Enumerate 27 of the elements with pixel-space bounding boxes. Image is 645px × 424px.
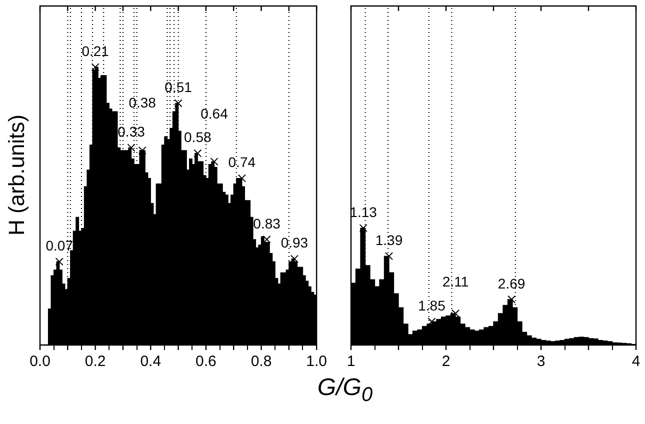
annotation: 0.64 [200,105,228,122]
annotation: 2.11 [442,273,469,290]
annotation: 0.51 [164,79,192,96]
annotation: 2.69 [498,275,526,292]
x-tick-label: 0.4 [140,353,162,370]
x-axis-title: G/G$_{0}$ [316,374,374,408]
annotation: 0.58 [184,129,212,146]
annotation: 1.85 [418,297,446,314]
annotation: 0.74 [228,154,256,170]
x-tick-label: 0.2 [84,353,106,370]
x-tick-label: 2 [442,353,450,370]
x-tick-label: 3 [536,353,546,370]
x-tick-label: 4 [632,353,640,370]
annotation: 0.21 [82,42,110,59]
annotation: 0.93 [280,234,308,251]
annotation: 0.38 [128,94,156,110]
y-axis-title: H (arb.units) [4,113,29,238]
annotation: 0.07 [46,238,74,254]
x-tick-label: 1 [346,353,356,370]
annotation: 0.83 [253,215,281,232]
annotation: 0.33 [118,124,146,140]
x-tick-label: 0.6 [196,353,216,370]
x-tick-label: 1.0 [306,353,328,370]
x-tick-label: 0.0 [30,353,50,370]
annotation: 1.13 [350,204,378,220]
x-tick-label: 0.8 [250,353,272,370]
annotation: 1.39 [375,232,403,248]
